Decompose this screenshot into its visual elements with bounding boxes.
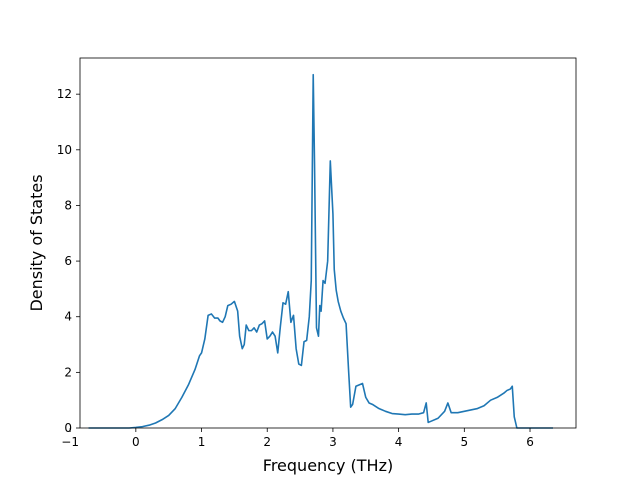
dos-series-line <box>88 73 554 429</box>
x-tick-label: 0 <box>132 435 140 449</box>
y-tick-label: 8 <box>64 198 72 212</box>
y-tick-label: 10 <box>57 143 72 157</box>
plot-area <box>79 57 577 429</box>
y-tick-label: 6 <box>64 254 72 268</box>
x-tick-label: 5 <box>460 435 468 449</box>
x-tick-label: 4 <box>395 435 403 449</box>
x-axis-ticks: −1 0 1 2 3 4 5 6 <box>61 428 534 449</box>
x-tick-label: 2 <box>263 435 271 449</box>
x-tick-label: 1 <box>198 435 206 449</box>
x-tick-label: −1 <box>61 435 79 449</box>
x-tick-label: 6 <box>526 435 534 449</box>
x-tick-label: 3 <box>329 435 337 449</box>
y-tick-label: 4 <box>64 310 72 324</box>
y-tick-label: 12 <box>57 87 72 101</box>
y-tick-label: 2 <box>64 365 72 379</box>
y-axis-ticks: 0 2 4 6 8 10 12 <box>57 87 80 435</box>
y-tick-label: 0 <box>64 421 72 435</box>
y-axis-label: Density of States <box>27 174 46 311</box>
x-axis-label: Frequency (THz) <box>263 456 393 475</box>
axes-frame <box>79 57 577 429</box>
